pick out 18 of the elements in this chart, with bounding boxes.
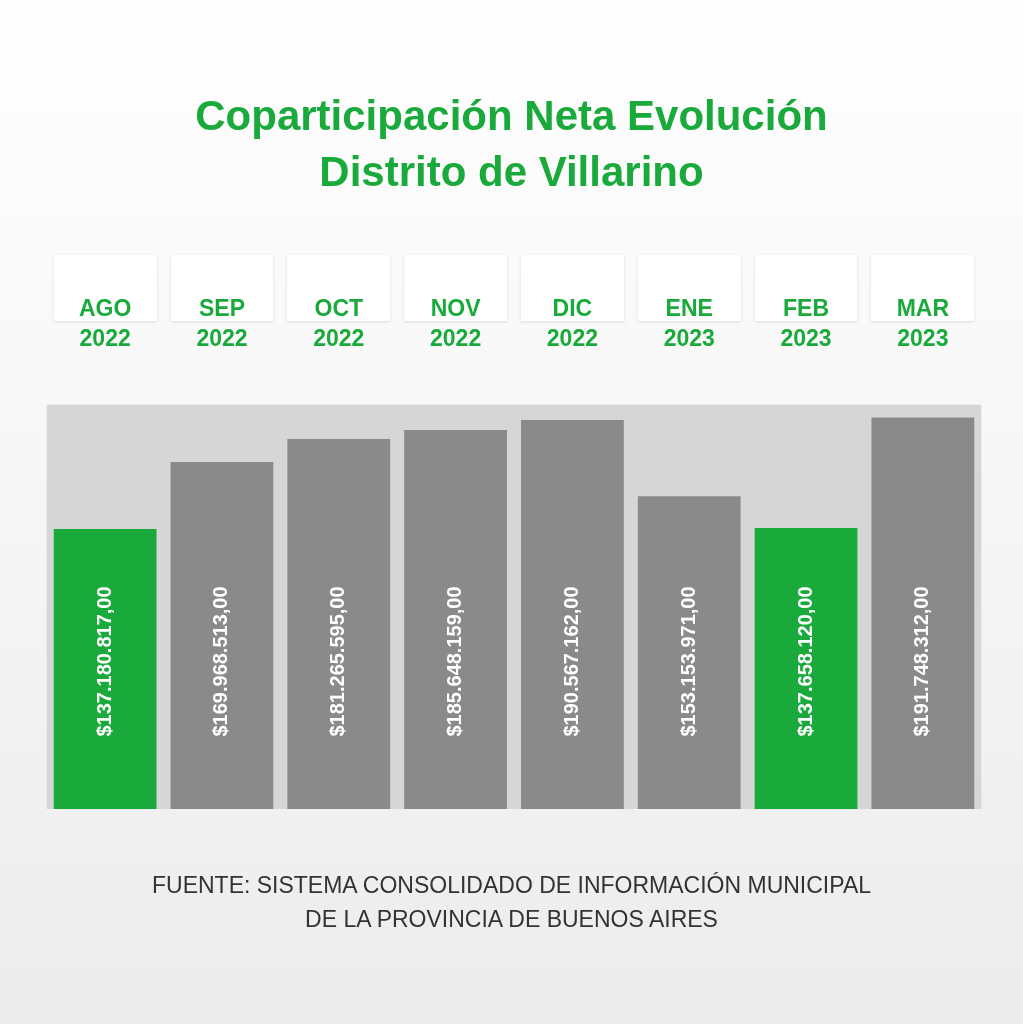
data-label: $137.180.817,00 (92, 586, 115, 737)
x-tick-label: SEP 2022 (196, 295, 248, 352)
x-tick-label: AGO 2022 (78, 295, 132, 352)
data-label: $190.567.162,00 (559, 586, 582, 737)
x-tick-label: FEB 2023 (780, 295, 832, 352)
x-tick-label: DIC 2022 (546, 295, 598, 352)
x-tick-label: MAR 2023 (896, 295, 950, 352)
x-tick-label: OCT 2022 (313, 295, 365, 352)
data-label: $181.265.595,00 (326, 586, 349, 737)
data-label: $169.968.513,00 (209, 586, 232, 737)
source-note: FUENTE: SISTEMA CONSOLIDADO DE INFORMACIÓN MUNICIPAL DE LA PROVINCIA DE BUENOS AIRES (150, 871, 872, 934)
x-tick-label: NOV 2022 (430, 295, 482, 352)
data-label: $153.153.971,00 (676, 586, 699, 737)
x-tick-label: ENE 2023 (663, 295, 715, 352)
data-label: $185.648.159,00 (443, 586, 466, 737)
chart-title: Coparticipación Neta Evolución Distrito de Villarino (194, 91, 829, 197)
data-label: $137.658.120,00 (793, 586, 816, 737)
data-label: $191.748.312,00 (910, 586, 933, 737)
